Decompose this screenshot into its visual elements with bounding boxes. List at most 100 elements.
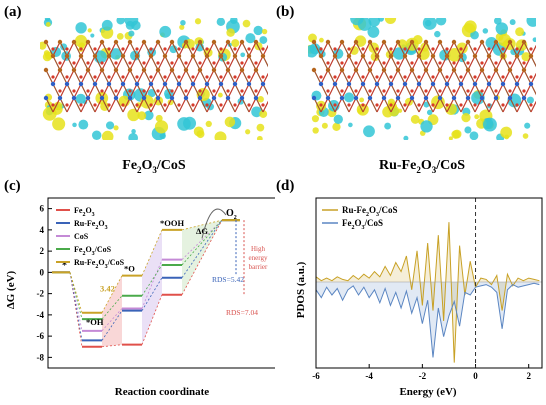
caption-part: /CoS xyxy=(156,158,186,173)
charge-density-blob xyxy=(78,119,89,130)
bond xyxy=(227,55,236,71)
bond xyxy=(66,55,75,71)
atom xyxy=(367,39,373,45)
atom xyxy=(409,39,415,45)
bond xyxy=(481,83,490,99)
bond xyxy=(369,97,378,113)
atom xyxy=(529,75,533,79)
atom xyxy=(347,103,351,107)
atom xyxy=(149,47,153,51)
charge-density-blob xyxy=(367,26,380,38)
state-label: * xyxy=(62,260,67,271)
charge-density-blob xyxy=(194,18,202,25)
atom xyxy=(218,81,224,87)
rds-label-blue: RDS=5.42 xyxy=(212,275,244,284)
atom xyxy=(361,75,365,79)
atom xyxy=(78,53,84,59)
bond xyxy=(248,97,257,113)
atom xyxy=(50,81,56,87)
atom xyxy=(360,81,366,87)
atom xyxy=(522,61,526,65)
bond xyxy=(397,41,406,57)
atom xyxy=(121,47,125,51)
bond xyxy=(80,41,89,57)
bond xyxy=(467,41,476,57)
charge-density-blob xyxy=(312,127,319,134)
bond xyxy=(425,83,434,99)
atom xyxy=(170,61,174,65)
bond xyxy=(369,83,378,99)
bond xyxy=(157,97,166,113)
bond xyxy=(509,41,518,57)
charge-density-blob xyxy=(169,45,178,54)
bond xyxy=(178,55,187,71)
atom xyxy=(86,89,90,93)
bond xyxy=(411,69,420,85)
atom xyxy=(176,53,182,59)
bond xyxy=(362,83,371,99)
atom xyxy=(253,95,259,101)
charge-density-blob xyxy=(359,97,365,103)
atom xyxy=(142,61,146,65)
atom xyxy=(493,67,499,73)
pdos-line xyxy=(315,282,540,358)
atom xyxy=(113,95,119,101)
charge-density-blob xyxy=(245,33,256,44)
atom xyxy=(79,47,83,51)
bond xyxy=(509,69,518,85)
atom xyxy=(51,75,55,79)
x-tick-label: -2 xyxy=(419,371,427,381)
legend-label: Ru-Fe2O3 xyxy=(74,219,108,231)
caption-sub: 3 xyxy=(431,164,437,175)
atom xyxy=(43,95,49,101)
y-axis-label: ΔG (eV) xyxy=(5,270,17,309)
atom xyxy=(128,61,132,65)
bond xyxy=(376,41,385,57)
charge-density-blob xyxy=(147,89,156,98)
bond xyxy=(87,97,96,113)
charge-density-blob xyxy=(470,30,479,40)
atom xyxy=(183,39,189,45)
atom xyxy=(226,89,230,93)
atom xyxy=(382,61,386,65)
bond xyxy=(341,41,350,57)
bond xyxy=(220,69,229,85)
charge-density-blob xyxy=(230,18,238,24)
bond xyxy=(530,83,536,96)
charge-density-blob xyxy=(110,48,122,60)
caption-fe2o3-cos: Fe2O3/CoS xyxy=(40,158,268,175)
atom xyxy=(410,89,414,93)
state-label: *OH xyxy=(86,317,104,327)
atom xyxy=(444,53,450,59)
charge-density-blob xyxy=(448,136,453,140)
atom xyxy=(183,67,189,73)
atom xyxy=(239,95,245,101)
bond xyxy=(460,69,469,85)
bond xyxy=(369,55,378,71)
charge-density-blob xyxy=(242,19,251,28)
atom xyxy=(253,39,259,45)
atom xyxy=(121,103,125,107)
atom xyxy=(260,81,266,87)
charge-density-blob xyxy=(445,103,457,115)
connector xyxy=(141,277,163,311)
charge-density-blob xyxy=(53,101,63,111)
atom xyxy=(361,47,365,51)
bond xyxy=(213,83,222,99)
atom xyxy=(191,103,195,107)
bond xyxy=(348,97,357,113)
connector xyxy=(69,272,83,347)
bond xyxy=(227,83,236,99)
bond xyxy=(516,97,525,113)
atom xyxy=(319,47,323,51)
caption-part: Ru-Fe xyxy=(378,158,417,173)
atom xyxy=(445,47,449,51)
bond xyxy=(73,83,82,99)
bond xyxy=(467,55,476,71)
atom xyxy=(431,103,435,107)
atom xyxy=(163,47,167,51)
bond xyxy=(143,69,152,85)
bond xyxy=(164,55,173,71)
atom xyxy=(501,103,505,107)
bond xyxy=(45,69,54,85)
